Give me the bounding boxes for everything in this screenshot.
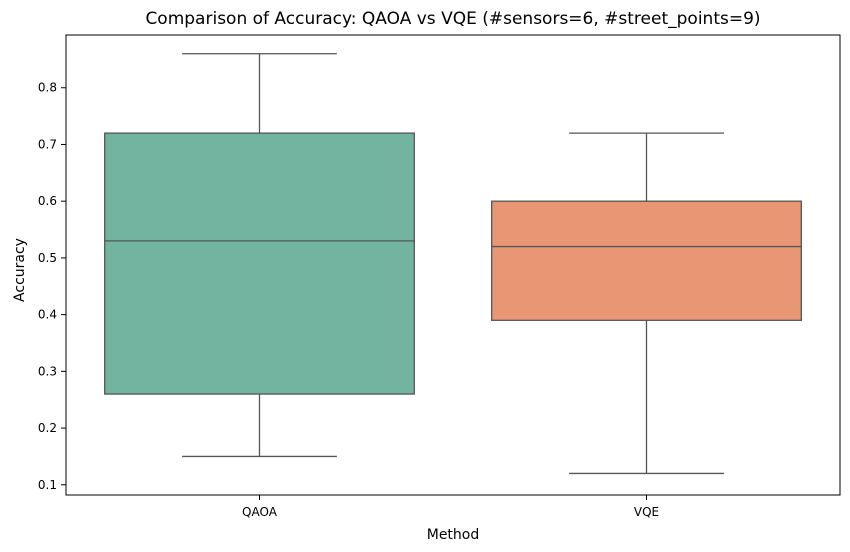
chart-title: Comparison of Accuracy: QAOA vs VQE (#se… <box>145 9 760 29</box>
x-tick-label: VQE <box>634 505 659 519</box>
y-tick-label: 0.2 <box>38 421 57 435</box>
y-tick-label: 0.1 <box>38 478 57 492</box>
box-vqe <box>491 200 802 321</box>
y-tick-label: 0.5 <box>38 251 57 265</box>
y-tick-label: 0.8 <box>38 81 57 95</box>
y-tick-label: 0.7 <box>38 137 57 151</box>
y-tick-label: 0.4 <box>38 308 57 322</box>
x-tick-label: QAOA <box>242 505 278 519</box>
plot-frame <box>65 34 841 496</box>
box-qaoa <box>104 132 415 395</box>
y-tick-label: 0.6 <box>38 194 57 208</box>
y-axis-label: Accuracy <box>12 238 28 302</box>
y-tick-label: 0.3 <box>38 364 57 378</box>
x-axis-label: Method <box>427 527 480 543</box>
